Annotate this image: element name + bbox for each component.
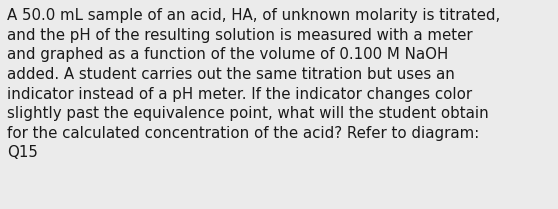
Text: A 50.0 mL sample of an acid, HA, of unknown molarity is titrated,
and the pH of : A 50.0 mL sample of an acid, HA, of unkn… xyxy=(7,8,501,160)
